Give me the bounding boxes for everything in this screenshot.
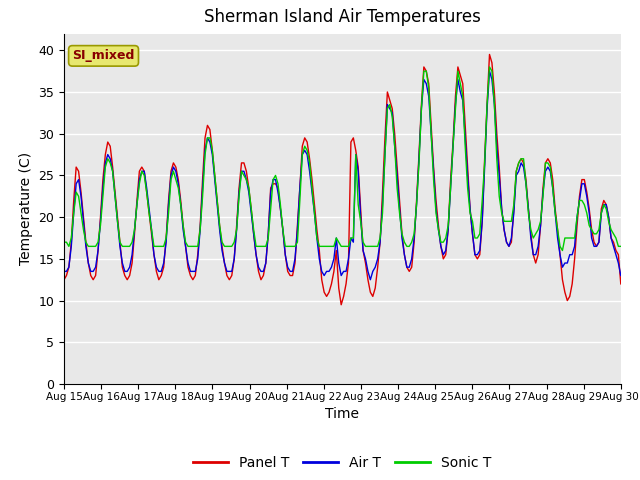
Air T: [250, 231, 257, 237]
Air T: [517, 160, 525, 166]
Air T: [580, 181, 588, 187]
Line: Panel T: Panel T: [64, 54, 621, 305]
Sonic T: [515, 160, 522, 166]
Sonic T: [60, 240, 68, 245]
Panel T: [60, 277, 68, 283]
Panel T: [617, 281, 625, 287]
Text: SI_mixed: SI_mixed: [72, 49, 135, 62]
Air T: [488, 77, 496, 83]
Panel T: [488, 60, 496, 66]
Panel T: [505, 243, 513, 249]
Panel T: [163, 235, 170, 241]
Panel T: [580, 177, 588, 182]
Panel T: [250, 231, 257, 237]
Sonic T: [250, 227, 257, 232]
Sonic T: [502, 218, 510, 224]
Legend: Panel T, Air T, Sonic T: Panel T, Air T, Sonic T: [188, 450, 497, 475]
Title: Sherman Island Air Temperatures: Sherman Island Air Temperatures: [204, 9, 481, 26]
Y-axis label: Temperature (C): Temperature (C): [19, 152, 33, 265]
Air T: [163, 240, 170, 245]
Air T: [367, 277, 374, 283]
X-axis label: Time: Time: [325, 407, 360, 421]
Panel T: [486, 51, 493, 57]
Sonic T: [580, 202, 588, 207]
Sonic T: [617, 243, 625, 249]
Panel T: [517, 156, 525, 162]
Sonic T: [163, 235, 170, 241]
Line: Air T: Air T: [64, 71, 621, 280]
Sonic T: [559, 248, 566, 253]
Air T: [486, 68, 493, 74]
Air T: [60, 268, 68, 274]
Air T: [505, 243, 513, 249]
Panel T: [337, 302, 345, 308]
Sonic T: [483, 102, 491, 108]
Sonic T: [486, 64, 493, 70]
Line: Sonic T: Sonic T: [64, 67, 621, 251]
Air T: [617, 273, 625, 278]
